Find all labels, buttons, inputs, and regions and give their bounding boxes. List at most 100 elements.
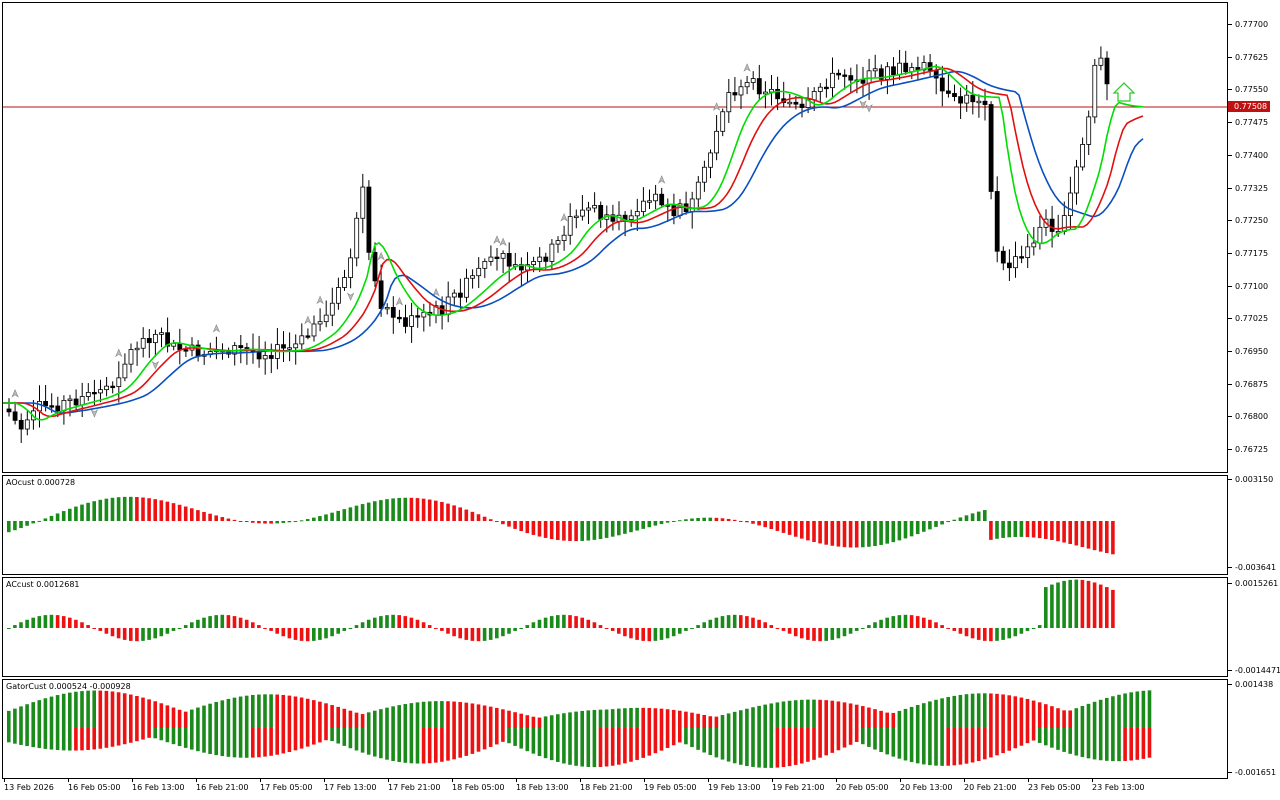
ac-bar <box>1044 587 1048 628</box>
gator-upper-bar <box>1135 691 1140 728</box>
ao-bar <box>391 498 395 521</box>
gator-upper-bar <box>409 703 414 728</box>
time-axis-label: 18 Feb 13:00 <box>516 779 569 792</box>
ac-bar <box>580 617 584 628</box>
ac-bar <box>970 628 975 639</box>
ac-bar <box>440 628 444 631</box>
gator-lower-bar <box>80 728 84 751</box>
gator-upper-bar <box>25 704 29 728</box>
candle-body <box>750 78 756 83</box>
ao-bar <box>208 513 212 521</box>
gator-upper-bar <box>604 709 609 728</box>
gator-upper-bar <box>202 705 206 728</box>
gator-upper-bar <box>1086 703 1091 728</box>
gator-upper-bar <box>836 701 841 728</box>
candle-body <box>811 91 817 101</box>
ac-bar <box>629 628 633 639</box>
candle-body <box>848 75 854 81</box>
candle-body <box>55 405 61 412</box>
fractal-up-icon <box>377 251 385 261</box>
gator-lower-bar <box>507 728 511 744</box>
gator-upper-bar <box>190 709 194 728</box>
fractal-down-icon <box>859 100 867 109</box>
ao-bar <box>1092 521 1097 551</box>
gator-lower-bar <box>214 728 218 756</box>
gator-upper-bar <box>446 701 450 728</box>
ao-bar <box>452 505 456 521</box>
ao-bar <box>25 521 29 526</box>
gator-lower-bar <box>745 728 749 766</box>
ac-bar <box>690 628 694 629</box>
gator-upper-bar <box>281 694 286 728</box>
gator-lower-bar <box>403 728 408 763</box>
ao-bar <box>964 515 969 521</box>
candle <box>116 361 122 403</box>
candle-body <box>817 86 823 92</box>
ao-bar <box>68 508 72 521</box>
ac-bar <box>836 628 841 639</box>
candle-body <box>116 377 122 387</box>
ac-bar <box>574 616 578 628</box>
candle-body <box>92 391 97 395</box>
candle <box>140 327 146 358</box>
ao-bar <box>665 521 670 523</box>
gator-upper-bar <box>464 702 469 728</box>
gator-upper-bar <box>1080 706 1085 728</box>
ao-bar <box>348 507 353 521</box>
ao-bar <box>226 518 231 521</box>
ao-bar <box>257 521 261 524</box>
ao-bar <box>1031 521 1036 538</box>
gator-upper-bar <box>7 710 11 728</box>
gator-lower-bar <box>793 728 798 765</box>
ac-bar <box>763 622 767 628</box>
ao-bar <box>641 521 645 529</box>
candle <box>994 176 1000 263</box>
candle <box>903 50 909 75</box>
ac-bar <box>330 628 334 637</box>
ac-bar <box>1050 584 1054 628</box>
gator-lower-bar <box>55 728 60 751</box>
gator-upper-bar <box>348 710 353 728</box>
price-chart-canvas[interactable] <box>3 3 1228 473</box>
gator-indicator-pane[interactable]: GatorCust 0.000524 -0.000928 <box>2 679 1228 779</box>
candle <box>702 160 707 192</box>
ao-bar <box>769 521 774 530</box>
gator-lower-bar <box>519 728 523 749</box>
ac-bar <box>1019 628 1024 634</box>
ao-bar <box>397 497 401 521</box>
candle-body <box>18 419 24 430</box>
gator-lower-bar <box>348 728 353 749</box>
fractal-up-icon <box>432 287 440 297</box>
ao-bar <box>671 521 676 522</box>
gator-upper-bar <box>690 712 694 728</box>
gator-upper-bar <box>610 709 615 728</box>
ac-bar <box>897 615 902 628</box>
price-chart-pane[interactable] <box>2 2 1228 473</box>
candle <box>573 209 579 229</box>
ac-bar <box>208 616 212 628</box>
price-axis-tick: 0.77550 <box>1228 85 1268 95</box>
ao-bar <box>842 521 847 548</box>
ac-bar <box>232 616 237 628</box>
gator-lower-bar <box>257 728 261 758</box>
ac-bar <box>653 628 658 641</box>
ao-bar <box>586 521 591 541</box>
candle-body <box>146 337 152 344</box>
gator-lower-bar <box>226 728 231 757</box>
ac-bar <box>708 619 713 628</box>
ac-indicator-pane[interactable]: ACcust 0.0012681 <box>2 577 1228 677</box>
candle-body <box>43 401 48 407</box>
ac-bar <box>562 614 566 628</box>
ac-bar <box>568 615 572 628</box>
candle-body <box>555 240 561 245</box>
ao-bar <box>1111 521 1115 555</box>
gator-lower-bar <box>61 728 66 751</box>
candle-body <box>104 385 109 391</box>
candle <box>177 328 183 365</box>
ac-bar <box>37 616 42 628</box>
candle-body <box>1000 250 1006 264</box>
gator-lower-bar <box>263 728 267 757</box>
ac-bar <box>671 628 676 637</box>
ao-indicator-pane[interactable]: AOcust 0.000728 <box>2 475 1228 575</box>
gator-lower-bar <box>1019 728 1024 746</box>
